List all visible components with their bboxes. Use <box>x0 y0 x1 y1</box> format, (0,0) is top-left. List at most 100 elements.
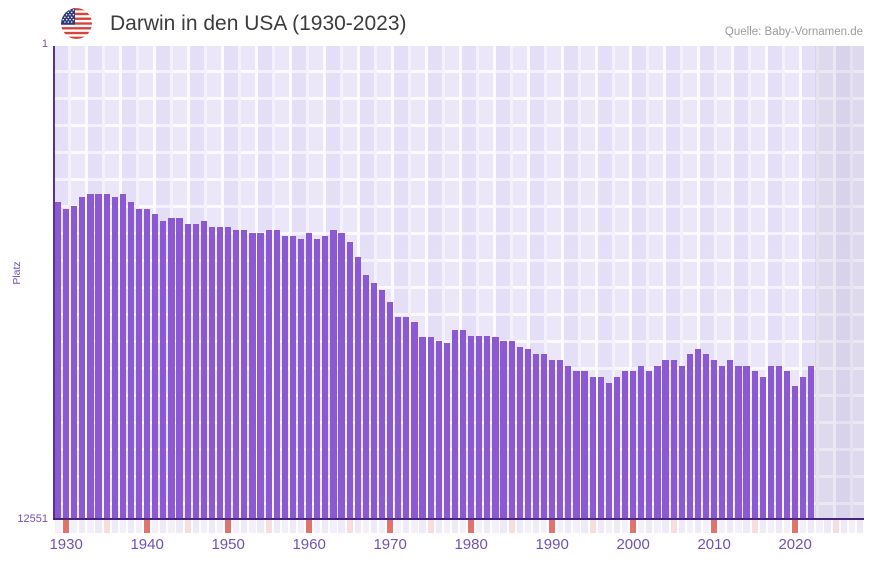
bar <box>646 371 653 518</box>
x-axis-minor-tick <box>775 520 782 533</box>
x-axis-minor-tick <box>735 520 742 533</box>
bar <box>184 223 191 518</box>
x-axis-minor-tick <box>662 520 669 533</box>
x-axis-minor-tick <box>783 520 791 533</box>
bar <box>524 348 531 518</box>
bar <box>419 337 426 518</box>
x-axis-minor-tick <box>281 520 288 533</box>
bar <box>662 360 669 518</box>
bar <box>265 229 272 518</box>
bar <box>751 371 758 518</box>
y-axis-title: Platz <box>11 261 23 285</box>
x-axis-minor-tick <box>79 520 86 533</box>
x-axis-minor-tick <box>362 520 369 533</box>
x-axis-minor-tick <box>322 520 329 533</box>
bar <box>378 290 386 518</box>
bar <box>338 232 345 518</box>
x-axis-minor-tick <box>702 520 710 533</box>
x-axis-minor-tick <box>160 520 167 533</box>
bar <box>719 365 726 518</box>
x-axis-minor-tick <box>646 520 653 533</box>
x-axis-minor-tick <box>297 520 305 533</box>
x-axis-minor-tick <box>484 520 491 533</box>
x-axis-minor-tick <box>95 520 102 533</box>
x-axis-minor-tick <box>840 520 847 533</box>
bar <box>314 238 321 518</box>
x-axis-minor-tick <box>443 520 450 533</box>
x-axis-tick-label: 1950 <box>211 536 245 553</box>
x-axis-tick-label: 1970 <box>373 536 407 553</box>
x-axis-minor-tick <box>233 520 240 533</box>
x-axis-minor-tick <box>208 520 215 533</box>
x-axis-minor-tick <box>152 520 159 533</box>
x-axis-tick-label: 1930 <box>49 536 83 553</box>
bar <box>119 194 126 518</box>
x-axis-minor-tick <box>540 520 548 533</box>
x-axis-minor-tick <box>605 520 612 533</box>
bar <box>476 335 483 518</box>
x-axis-minor-tick <box>694 520 701 533</box>
x-axis-minor-tick <box>354 520 361 533</box>
bar <box>783 371 791 518</box>
x-axis-minor-tick <box>314 520 321 533</box>
bar <box>216 226 224 518</box>
x-axis-minor-tick <box>370 520 377 533</box>
bar <box>613 376 620 518</box>
x-axis-major-tick <box>387 520 394 533</box>
bar <box>135 208 143 518</box>
bar <box>589 376 596 518</box>
bar <box>711 360 718 518</box>
bar <box>176 217 183 518</box>
x-axis-minor-tick <box>103 520 110 533</box>
bar <box>297 238 305 518</box>
bar <box>257 232 264 518</box>
x-axis-minor-tick <box>427 520 434 533</box>
bar <box>330 229 337 518</box>
bar-series <box>54 46 864 518</box>
x-axis-minor-tick <box>476 520 483 533</box>
x-axis-major-tick <box>630 520 637 533</box>
bar <box>743 365 750 518</box>
bar <box>800 376 807 518</box>
x-axis-tick-strip <box>54 520 864 533</box>
bar <box>540 354 548 518</box>
x-axis-major-tick <box>792 520 799 533</box>
bar <box>435 341 442 518</box>
x-axis-minor-tick <box>670 520 677 533</box>
x-axis-minor-tick <box>265 520 272 533</box>
bar <box>281 235 288 518</box>
x-axis-minor-tick <box>338 520 345 533</box>
x-axis-minor-tick <box>508 520 515 533</box>
x-axis-minor-tick <box>856 520 863 533</box>
bar <box>654 365 661 518</box>
plot-area <box>54 46 864 518</box>
bar <box>362 275 369 518</box>
x-axis-minor-tick <box>524 520 531 533</box>
bar <box>306 232 313 518</box>
x-axis-minor-tick <box>800 520 807 533</box>
x-axis-minor-tick <box>257 520 264 533</box>
x-axis-minor-tick <box>500 520 507 533</box>
bar <box>79 196 86 518</box>
x-axis-minor-tick <box>54 520 62 533</box>
page-title: Darwin in den USA (1930-2023) <box>110 12 407 35</box>
bar <box>549 360 556 518</box>
bar <box>792 386 799 518</box>
x-axis-minor-tick <box>127 520 134 533</box>
bar <box>411 322 418 518</box>
x-axis-tick-label: 2010 <box>697 536 731 553</box>
bar <box>508 341 515 518</box>
x-axis-minor-tick <box>87 520 94 533</box>
bar <box>621 371 629 518</box>
x-axis-minor-tick <box>492 520 499 533</box>
bar <box>597 376 604 518</box>
x-axis-minor-tick <box>719 520 726 533</box>
x-axis-minor-tick <box>289 520 296 533</box>
bar <box>200 220 207 518</box>
bar <box>241 229 248 518</box>
y-axis-tick-bottom: 12551 <box>17 513 48 525</box>
x-axis-major-tick <box>468 520 475 533</box>
x-axis-tick-label: 2020 <box>778 536 812 553</box>
bar <box>678 365 685 518</box>
x-axis-minor-tick <box>403 520 410 533</box>
